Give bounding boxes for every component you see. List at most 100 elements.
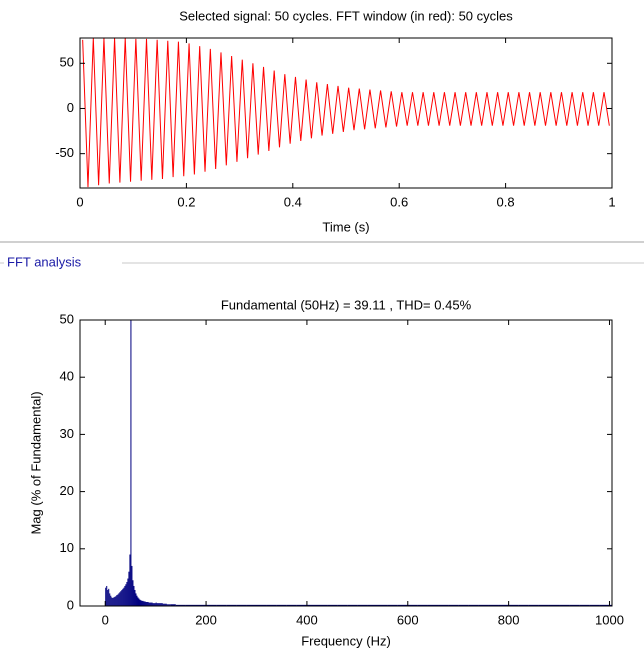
- bar: [417, 604, 428, 606]
- bar: [286, 604, 297, 606]
- bar: [458, 604, 469, 606]
- bar: [156, 603, 158, 606]
- bar: [141, 600, 143, 606]
- bar: [256, 604, 267, 606]
- bar: [111, 597, 113, 606]
- bar: [146, 601, 148, 606]
- bar: [132, 580, 134, 606]
- y-tick-label: 0: [67, 597, 74, 612]
- bar: [498, 604, 509, 606]
- bar: [112, 597, 114, 606]
- bar: [105, 587, 107, 606]
- axes-box: [79, 37, 613, 189]
- bar: [119, 592, 121, 606]
- y-tick-label: -50: [55, 145, 74, 160]
- bar: [110, 595, 112, 606]
- bar: [131, 565, 133, 606]
- bar: [158, 603, 160, 606]
- x-axis-label: Frequency (Hz): [301, 633, 391, 648]
- bar: [538, 604, 549, 606]
- bar: [387, 604, 398, 606]
- bar: [599, 604, 610, 606]
- bar: [579, 604, 590, 606]
- bar: [115, 596, 117, 606]
- bar: [168, 604, 170, 606]
- chart-title: Selected signal: 50 cycles. FFT window (…: [179, 8, 513, 23]
- plot-marks: [82, 38, 610, 188]
- bar: [147, 601, 149, 606]
- bar: [175, 604, 186, 606]
- plot-area: [80, 320, 612, 606]
- bar: [337, 604, 348, 606]
- y-tick-label: 10: [60, 540, 74, 555]
- bar: [170, 604, 176, 606]
- bar: [109, 593, 111, 606]
- bar: [169, 604, 171, 606]
- bar: [357, 604, 368, 606]
- bar: [508, 604, 519, 606]
- bar: [137, 597, 139, 606]
- bar: [153, 603, 155, 606]
- x-tick-label: 0.6: [390, 194, 408, 209]
- bar: [367, 604, 378, 606]
- x-axis-label: Time (s): [322, 219, 369, 234]
- bar: [166, 604, 168, 606]
- bar: [116, 595, 118, 606]
- bar: [609, 604, 612, 606]
- bar: [206, 604, 217, 606]
- bar: [142, 600, 144, 606]
- bar: [124, 585, 126, 606]
- bar: [113, 597, 115, 606]
- bar: [185, 604, 196, 606]
- bar: [145, 601, 147, 606]
- bar: [226, 604, 237, 606]
- bar: [121, 589, 123, 606]
- bar: [123, 587, 125, 606]
- x-tick-label: 800: [498, 612, 520, 627]
- bar: [125, 584, 127, 606]
- bar: [163, 603, 165, 606]
- y-tick-label: 20: [60, 483, 74, 498]
- bar: [154, 603, 156, 606]
- bar: [407, 604, 418, 606]
- bar: [143, 601, 145, 606]
- bar: [518, 604, 529, 606]
- bar: [117, 594, 119, 606]
- bar: [128, 571, 130, 606]
- y-tick-label: 30: [60, 426, 74, 441]
- bar: [216, 604, 227, 606]
- bar: [478, 604, 489, 606]
- bar: [126, 581, 128, 606]
- bar: [266, 604, 277, 606]
- x-tick-label: 1000: [595, 612, 624, 627]
- plot-marks: [105, 320, 612, 606]
- bar: [138, 598, 140, 606]
- x-tick-label: 0.4: [284, 194, 302, 209]
- bar: [347, 604, 358, 606]
- bar: [162, 603, 164, 606]
- bar: [106, 585, 108, 606]
- bar: [139, 599, 141, 606]
- bar: [130, 320, 132, 606]
- x-tick-label: 0: [76, 194, 83, 209]
- bar: [148, 602, 150, 606]
- bar: [276, 604, 287, 606]
- bar: [548, 604, 560, 606]
- bar: [569, 604, 580, 606]
- bar: [136, 595, 138, 606]
- bar: [167, 604, 169, 606]
- y-axis-label: Mag (% of Fundamental): [28, 391, 43, 534]
- bar: [488, 604, 499, 606]
- bar: [157, 603, 159, 606]
- y-tick-label: 50: [60, 311, 74, 326]
- y-tick-label: 40: [60, 369, 74, 384]
- bar: [114, 596, 116, 606]
- bar: [118, 593, 120, 606]
- bar: [152, 603, 154, 606]
- bar: [134, 589, 136, 606]
- bar: [120, 591, 122, 606]
- bar: [468, 604, 479, 606]
- bar: [133, 585, 135, 606]
- bar: [236, 604, 247, 606]
